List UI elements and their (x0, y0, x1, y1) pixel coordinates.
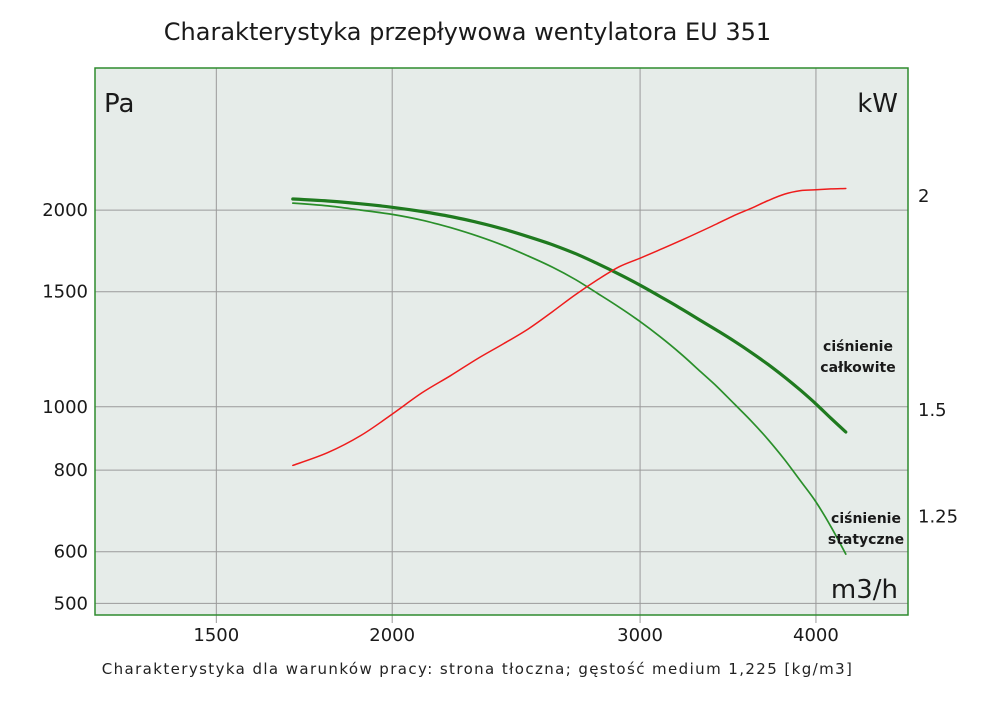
total-pressure-annotation-line-1: ciśnienie (823, 339, 893, 355)
y2-tick-label-1.25: 1.25 (918, 507, 958, 528)
axis-labels: 1500 2000 3000 4000 500 600 800 1000 1500 2000 1.2… (42, 89, 958, 646)
y-axis-unit-label: Pa (104, 89, 134, 119)
y-tick-label-1000: 1000 (42, 397, 88, 418)
plot-frame (94, 67, 909, 616)
x-tick-label-3000: 3000 (617, 625, 663, 646)
total-pressure-annotation-line-2: całkowite (820, 360, 895, 376)
x-axis-unit-label: m3/h (831, 575, 898, 605)
tick-marks (215, 615, 817, 623)
y-tick-label-800: 800 (54, 460, 88, 481)
y-tick-label-1500: 1500 (42, 282, 88, 303)
static-pressure-line (291, 202, 847, 555)
y-tick-label-2000: 2000 (42, 200, 88, 221)
power-line (292, 187, 847, 467)
x-tick-label-2000: 2000 (369, 625, 415, 646)
series-lines (291, 187, 848, 555)
static-pressure-annotation-line-1: ciśnienie (831, 511, 901, 527)
x-tick-label-4000: 4000 (793, 625, 839, 646)
total-pressure-line (291, 197, 848, 434)
static-pressure-annotation: ciśnienie statyczne (828, 511, 904, 548)
x-tick-label-1500: 1500 (193, 625, 239, 646)
y2-axis-unit-label: kW (857, 89, 898, 119)
series-annotations: ciśnienie całkowite ciśnienie statyczne (820, 339, 904, 548)
total-pressure-annotation: ciśnienie całkowite (820, 339, 895, 376)
y2-tick-label-1.5: 1.5 (918, 400, 947, 421)
chart-caption: Charakterystyka dla warunków pracy: stro… (101, 660, 854, 678)
grid-lines (95, 68, 908, 615)
y-tick-label-600: 600 (54, 542, 88, 563)
y-tick-label-500: 500 (54, 593, 88, 614)
chart-title: Charakterystyka przepływowa wentylatora … (163, 18, 772, 46)
y2-tick-label-2: 2 (918, 186, 929, 207)
static-pressure-annotation-line-2: statyczne (828, 532, 904, 548)
plot-background (95, 68, 908, 615)
